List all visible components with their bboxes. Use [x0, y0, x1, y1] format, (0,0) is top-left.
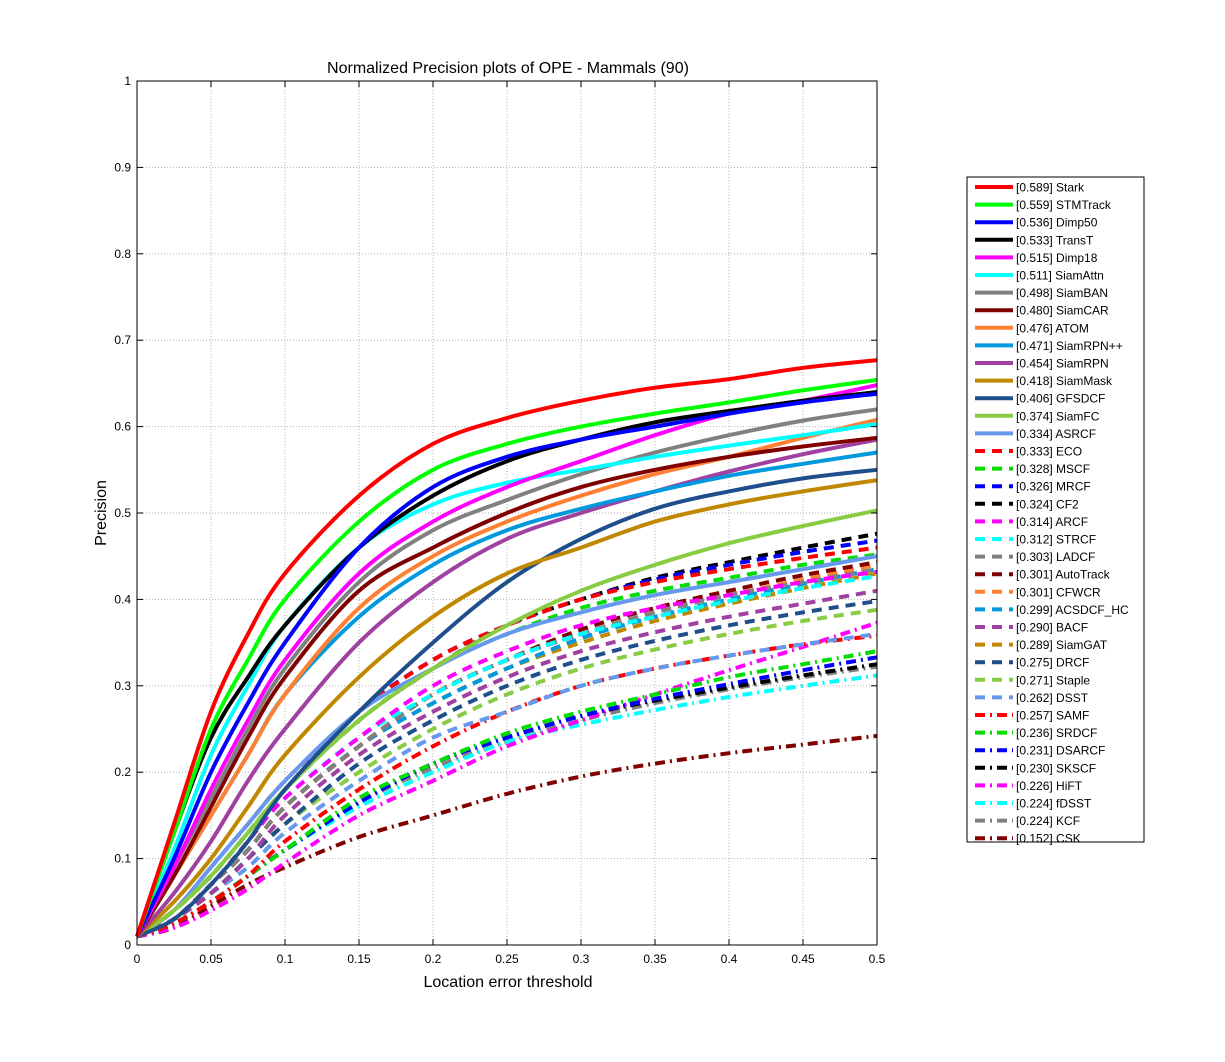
- axis-ticks: 0 0.05 0.1 0.15 0.2 0.25 0.3 0.35 0.4 0.45 0.5 0 0.1…: [114, 74, 885, 966]
- legend-entry-label: [0.328] MSCF: [1016, 462, 1090, 476]
- x-tick-label: 0.1: [277, 952, 294, 966]
- series-line: [136, 574, 878, 939]
- legend-entry-label: [0.498] SiamBAN: [1016, 286, 1108, 300]
- y-tick-label: 0.4: [114, 592, 131, 606]
- legend-entry-label: [0.275] DRCF: [1016, 656, 1089, 670]
- series-line: [135, 508, 878, 939]
- legend-entry-label: [0.301] CFWCR: [1016, 585, 1101, 599]
- x-tick-label: 0.35: [643, 952, 667, 966]
- series-line: [136, 649, 878, 939]
- legend-entry-label: [0.226] HiFT: [1016, 779, 1083, 793]
- series-line: [135, 435, 878, 938]
- legend-entry-label: [0.480] SiamCAR: [1016, 304, 1109, 318]
- x-tick-label: 0.4: [721, 952, 738, 966]
- series-line: [136, 569, 878, 939]
- series-line: [135, 390, 878, 938]
- legend-entry-label: [0.418] SiamMask: [1016, 374, 1113, 388]
- legend-entry-label: [0.289] SiamGAT: [1016, 638, 1108, 652]
- y-tick-label: 0.3: [114, 679, 131, 693]
- legend-box: [966, 176, 1145, 843]
- series-line: [136, 588, 878, 939]
- legend-entry-label: [0.406] GFSDCF: [1016, 392, 1105, 406]
- y-tick-label: 0: [124, 938, 131, 952]
- y-tick-label: 0.8: [114, 247, 131, 261]
- series-line: [136, 560, 878, 939]
- legend-entry-label: [0.271] Staple: [1016, 673, 1090, 687]
- legend-entry-label: [0.476] ATOM: [1016, 321, 1089, 335]
- legend-entry-label: [0.314] ARCF: [1016, 515, 1088, 529]
- y-tick-label: 1: [124, 74, 131, 88]
- legend-entry-label: [0.231] DSARCF: [1016, 744, 1105, 758]
- series-lines: [135, 358, 878, 939]
- x-tick-label: 0.05: [199, 952, 223, 966]
- legend-entry-label: [0.299] ACSDCF_HC: [1016, 603, 1129, 617]
- legend-entry-label: [0.515] Dimp18: [1016, 251, 1098, 265]
- legend-items: [0.589] Stark [0.559] STMTrack [0.536] Dim…: [975, 181, 1129, 846]
- legend-entry-label: [0.224] fDSST: [1016, 797, 1092, 811]
- legend: [0.589] Stark [0.559] STMTrack [0.536] Dim…: [966, 176, 1145, 846]
- y-tick-label: 0.7: [114, 333, 131, 347]
- legend-entry-label: [0.301] AutoTrack: [1016, 568, 1111, 582]
- legend-entry-label: [0.334] ASRCF: [1016, 427, 1096, 441]
- series-line: [136, 467, 878, 939]
- legend-entry-label: [0.312] STRCF: [1016, 533, 1096, 547]
- legend-entry-label: [0.589] Stark: [1016, 181, 1085, 195]
- x-tick-label: 0: [134, 952, 141, 966]
- x-tick-label: 0.3: [573, 952, 590, 966]
- series-line: [135, 478, 878, 938]
- series-line: [135, 358, 878, 938]
- legend-entry-label: [0.333] ECO: [1016, 445, 1082, 459]
- legend-entry-label: [0.262] DSST: [1016, 691, 1089, 705]
- x-tick-label: 0.45: [791, 952, 815, 966]
- series-line: [135, 391, 878, 938]
- y-tick-label: 0.6: [114, 420, 131, 434]
- series-line: [136, 673, 878, 939]
- legend-entry-label: [0.374] SiamFC: [1016, 409, 1100, 423]
- legend-entry-label: [0.303] LADCF: [1016, 550, 1095, 564]
- legend-entry-label: [0.536] Dimp50: [1016, 216, 1098, 230]
- y-tick-label: 0.2: [114, 765, 131, 779]
- y-axis-label: Precision: [93, 480, 110, 546]
- legend-entry-label: [0.454] SiamRPN: [1016, 357, 1109, 371]
- series-line: [135, 437, 878, 938]
- legend-entry-label: [0.224] KCF: [1016, 814, 1080, 828]
- series-line: [135, 407, 878, 938]
- legend-entry-label: [0.559] STMTrack: [1016, 198, 1112, 212]
- legend-entry-label: [0.290] BACF: [1016, 621, 1088, 635]
- legend-entry-label: [0.236] SRDCF: [1016, 726, 1097, 740]
- legend-entry-label: [0.471] SiamRPN++: [1016, 339, 1123, 353]
- y-tick-label: 0.9: [114, 160, 131, 174]
- legend-entry-label: [0.257] SAMF: [1016, 709, 1089, 723]
- legend-entry-label: [0.230] SKSCF: [1016, 761, 1096, 775]
- x-tick-label: 0.15: [347, 952, 371, 966]
- x-tick-label: 0.5: [869, 952, 886, 966]
- legend-entry-label: [0.533] TransT: [1016, 233, 1094, 247]
- legend-entry-label: [0.324] CF2: [1016, 497, 1079, 511]
- legend-entry-label: [0.511] SiamAttn: [1016, 269, 1104, 283]
- x-axis-label: Location error threshold: [424, 974, 593, 991]
- y-tick-label: 0.5: [114, 506, 131, 520]
- y-tick-label: 0.1: [114, 852, 131, 866]
- x-tick-label: 0.25: [495, 952, 519, 966]
- series-line: [135, 422, 878, 938]
- x-tick-label: 0.2: [425, 952, 442, 966]
- series-line: [135, 377, 878, 938]
- legend-entry-label: [0.152] CSK: [1016, 832, 1081, 846]
- legend-entry-label: [0.326] MRCF: [1016, 480, 1091, 494]
- series-line: [136, 733, 878, 939]
- chart-title: Normalized Precision plots of OPE - Mamm…: [327, 60, 689, 77]
